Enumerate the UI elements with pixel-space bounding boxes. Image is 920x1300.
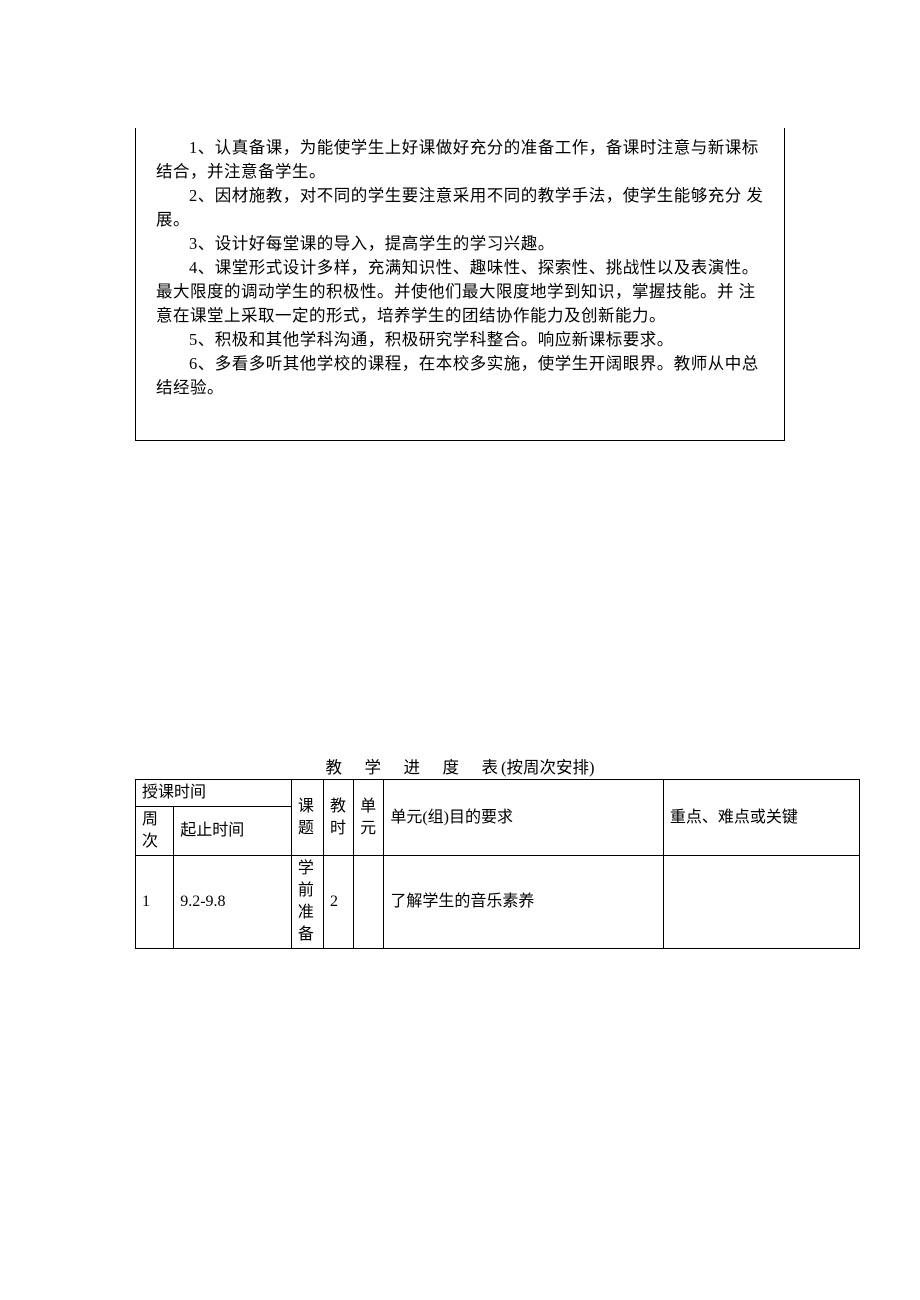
- cell-dates: 9.2-9.8: [174, 856, 292, 949]
- cell-keypoints: [663, 856, 859, 949]
- header-dates: 起止时间: [174, 807, 292, 856]
- paragraph-6: 6、多看多听其他学校的课程，在本校多实施，使学生开阔眼界。教师从中总结经验。: [156, 352, 764, 400]
- cell-hours: 2: [324, 856, 354, 949]
- schedule-table: 授课时间 课题 教时 单元 单元(组)目的要求 重点、难点或关键 周次 起止时间…: [135, 779, 860, 949]
- header-unit: 单元: [354, 780, 384, 856]
- schedule-title-note: (按周次安排): [501, 758, 595, 777]
- paragraph-4: 4、课堂形式设计多样，充满知识性、趣味性、探索性、挑战性以及表演性。 最大限度的…: [156, 256, 764, 328]
- paragraph-1: 1、认真备课，为能使学生上好课做好充分的准备工作，备课时注意与新课标结合，并注意…: [156, 136, 764, 184]
- header-week: 周次: [136, 807, 174, 856]
- header-time-group: 授课时间: [136, 780, 292, 807]
- paragraph-3: 3、设计好每堂课的导入，提高学生的学习兴趣。: [156, 232, 764, 256]
- table-header-row-1: 授课时间 课题 教时 单元 单元(组)目的要求 重点、难点或关键: [136, 780, 860, 807]
- cell-topic: 学前准备: [291, 856, 323, 949]
- header-hours: 教时: [324, 780, 354, 856]
- paragraph-2: 2、因材施教，对不同的学生要注意采用不同的教学手法，使学生能够充分 发展。: [156, 184, 764, 232]
- cell-week: 1: [136, 856, 174, 949]
- measures-content-box: 1、认真备课，为能使学生上好课做好充分的准备工作，备课时注意与新课标结合，并注意…: [135, 128, 785, 441]
- paragraph-5: 5、积极和其他学科沟通，积极研究学科整合。响应新课标要求。: [156, 328, 764, 352]
- table-row: 1 9.2-9.8 学前准备 2 了解学生的音乐素养: [136, 856, 860, 949]
- schedule-title-main: 教 学 进 度 表: [326, 758, 502, 777]
- header-keypoints: 重点、难点或关键: [663, 780, 859, 856]
- header-purpose: 单元(组)目的要求: [384, 780, 664, 856]
- schedule-title: 教 学 进 度 表(按周次安排): [135, 754, 785, 778]
- cell-unit: [354, 856, 384, 949]
- cell-purpose: 了解学生的音乐素养: [384, 856, 664, 949]
- header-topic: 课题: [291, 780, 323, 856]
